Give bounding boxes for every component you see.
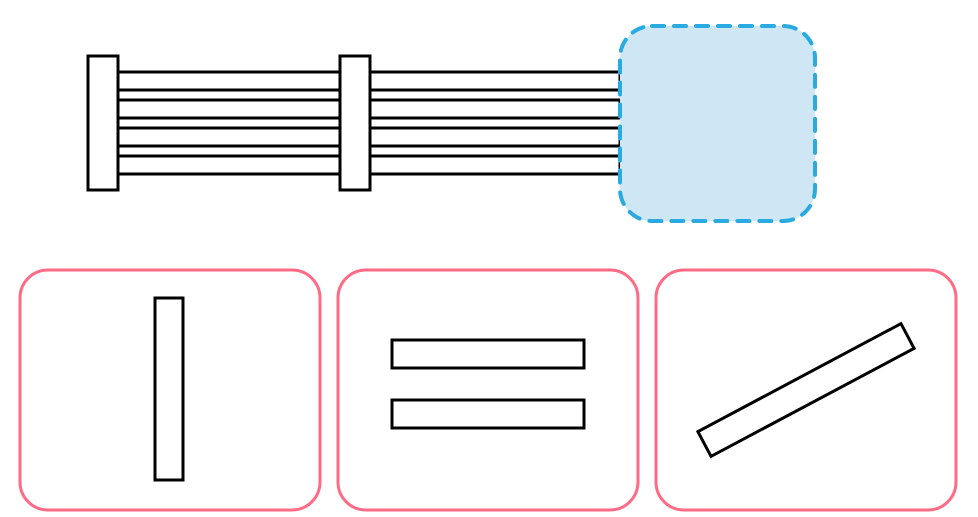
- option-horizontal-pair[interactable]: [338, 270, 638, 510]
- fence-post-fill: [90, 59, 117, 187]
- option-shape-horizontal-bar: [392, 400, 584, 428]
- option-shape-horizontal-bar: [392, 340, 584, 368]
- option-shape-vertical-bar: [155, 298, 183, 480]
- fence-post-fill: [342, 59, 369, 187]
- drop-target-slot[interactable]: [620, 26, 815, 221]
- option-card-frame: [338, 270, 638, 510]
